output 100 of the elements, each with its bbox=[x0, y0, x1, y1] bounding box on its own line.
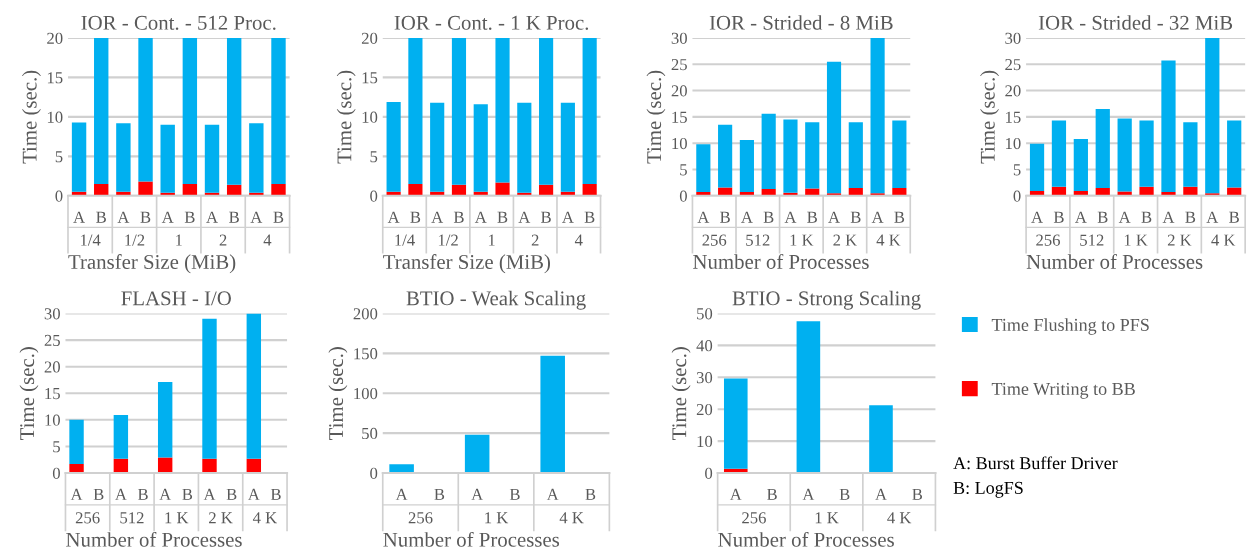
x-axis-title: Number of Processes bbox=[1026, 254, 1203, 269]
x-axis-title: Number of Processes bbox=[693, 254, 869, 269]
text: 4 K bbox=[559, 512, 584, 524]
y-tick-label: 15 bbox=[362, 72, 378, 84]
text: 512 bbox=[1080, 234, 1104, 246]
y-axis-title: Time (sec.) bbox=[328, 347, 348, 440]
x-tick-label: B bbox=[767, 488, 777, 500]
bar bbox=[869, 405, 893, 473]
bar bbox=[157, 382, 173, 458]
text: 512 bbox=[120, 512, 144, 524]
text: 2 K bbox=[209, 512, 233, 524]
x-tick-label: A bbox=[474, 211, 487, 223]
chart-title: IOR - Cont. - 1 K Proc. bbox=[394, 15, 589, 30]
text: 1 K bbox=[1124, 234, 1148, 246]
x-tick-label: B bbox=[410, 211, 421, 223]
text: 4 K bbox=[252, 512, 277, 524]
y-tick-label: 10 bbox=[1006, 137, 1021, 150]
bar bbox=[870, 37, 885, 194]
bar bbox=[182, 183, 198, 196]
y-tick-label: 20 bbox=[44, 361, 60, 373]
bar bbox=[94, 183, 109, 196]
bar bbox=[204, 124, 220, 193]
x-tick-label: A bbox=[206, 211, 218, 223]
bar bbox=[560, 102, 575, 192]
bar bbox=[249, 123, 264, 193]
bar bbox=[1139, 120, 1154, 187]
bar bbox=[69, 419, 84, 464]
x-tick-label: B bbox=[1053, 211, 1064, 223]
x-tick-label: A bbox=[159, 488, 172, 500]
x-tick-label: A bbox=[203, 488, 216, 500]
x-axis-title: Transfer Size (MiB) bbox=[68, 254, 236, 274]
text: 1/4 bbox=[395, 234, 415, 246]
bar bbox=[1095, 108, 1110, 188]
x-tick-label: A bbox=[871, 211, 884, 223]
x-tick-label: A bbox=[1162, 211, 1175, 223]
x-tick-label: A bbox=[1206, 211, 1219, 223]
y-axis-title: Time (sec.) bbox=[671, 347, 691, 440]
x-tick-label: B bbox=[1185, 211, 1196, 223]
bar bbox=[783, 119, 798, 193]
bar bbox=[226, 37, 242, 185]
y-tick-label: 15 bbox=[45, 388, 60, 400]
y-tick-label: 10 bbox=[362, 111, 378, 123]
x-tick-label: B bbox=[93, 488, 104, 500]
x-axis-title: Transfer Size (MiB) bbox=[383, 254, 551, 274]
y-tick-label: 30 bbox=[44, 308, 60, 320]
y-axis-title: Time (sec.) bbox=[19, 347, 39, 440]
y-tick-label: 5 bbox=[1013, 164, 1021, 176]
bar bbox=[718, 124, 733, 188]
x-tick-label: B bbox=[182, 488, 193, 500]
bar bbox=[1051, 120, 1067, 187]
text: 256 bbox=[75, 512, 100, 524]
x-tick-label: B bbox=[96, 211, 106, 223]
bar bbox=[451, 37, 467, 185]
x-tick-label: B bbox=[1141, 211, 1152, 223]
y-tick-label: 15 bbox=[672, 111, 687, 123]
bar bbox=[696, 144, 711, 193]
y-tick-label: 20 bbox=[671, 85, 687, 97]
bar bbox=[805, 122, 820, 189]
y-tick-label: 200 bbox=[353, 308, 378, 320]
x-tick-label: A bbox=[729, 488, 742, 500]
x-tick-label: B bbox=[584, 211, 595, 223]
bar bbox=[1183, 186, 1198, 196]
y-tick-label: 5 bbox=[680, 164, 687, 176]
text: 256 bbox=[702, 234, 727, 246]
y-tick-label: 10 bbox=[45, 414, 60, 426]
text: 4 bbox=[263, 234, 272, 246]
text: 2 bbox=[531, 234, 539, 246]
y-tick-label: 25 bbox=[1005, 59, 1021, 71]
x-tick-label: B bbox=[140, 211, 151, 223]
bar bbox=[1073, 138, 1088, 192]
bar bbox=[464, 434, 490, 473]
x-tick-label: B bbox=[509, 488, 520, 500]
x-tick-label: A bbox=[1118, 211, 1131, 223]
y-tick-label: 15 bbox=[1006, 111, 1021, 123]
text: 4 bbox=[574, 234, 583, 246]
x-tick-label: B bbox=[137, 488, 148, 500]
bar bbox=[539, 37, 554, 185]
text: 1 K bbox=[165, 512, 189, 524]
text: 4 K bbox=[887, 512, 912, 524]
bar bbox=[1227, 120, 1242, 188]
x-axis-title: Number of Processes bbox=[718, 531, 894, 547]
x-tick-label: A bbox=[161, 211, 174, 223]
text: A: Burst Buffer Driver bbox=[953, 456, 1118, 470]
x-tick-label: A bbox=[395, 488, 408, 500]
bar bbox=[796, 321, 821, 473]
x-tick-label: A bbox=[73, 211, 85, 223]
x-tick-label: B bbox=[497, 211, 508, 223]
y-tick-label: 20 bbox=[361, 32, 378, 44]
bar bbox=[408, 183, 423, 196]
y-tick-label: 10 bbox=[697, 435, 713, 448]
bar bbox=[182, 37, 198, 184]
bar bbox=[271, 183, 286, 196]
chart-title: IOR - Strided - 8 MiB bbox=[709, 15, 893, 30]
chart-title: IOR - Cont. - 512 Proc. bbox=[81, 15, 276, 30]
text: 1/4 bbox=[80, 234, 101, 246]
bar bbox=[1227, 187, 1242, 196]
x-tick-label: A bbox=[247, 488, 260, 500]
text: 1 bbox=[176, 234, 182, 246]
y-tick-label: 50 bbox=[697, 308, 713, 320]
bar bbox=[540, 355, 565, 473]
